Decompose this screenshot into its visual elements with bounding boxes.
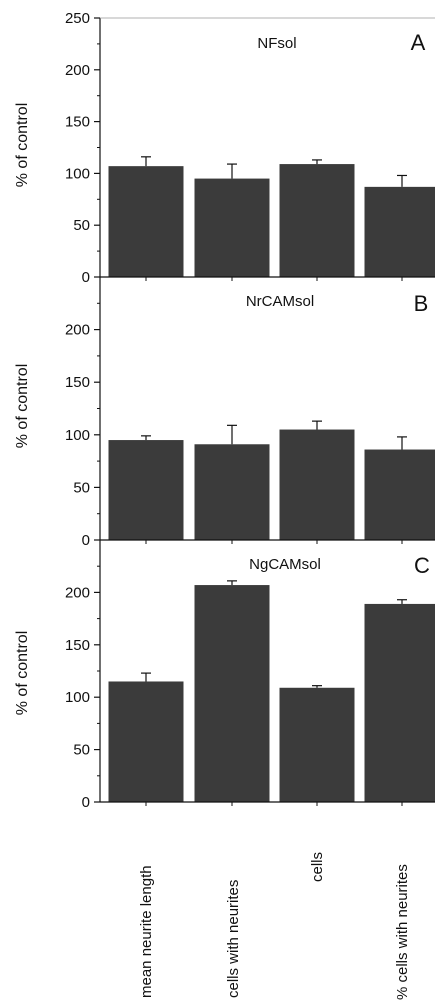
y-tick-label-b: 200 <box>65 322 90 339</box>
bar-b-1 <box>108 440 184 540</box>
y-tick-label-c: 0 <box>82 794 90 811</box>
y-tick-label-c: 50 <box>73 742 90 759</box>
y-tick-label-a: 150 <box>65 114 90 131</box>
category-label: % cells with neurites <box>394 864 411 1000</box>
category-label: cells <box>309 852 326 882</box>
bar-b-2 <box>194 444 270 540</box>
panel-label-b: B <box>414 291 429 316</box>
bar-c-3 <box>279 687 355 802</box>
y-tick-label-b: 100 <box>65 427 90 444</box>
panel-title-a: NFsol <box>257 35 296 52</box>
category-labels: mean neurite length cells with neurites … <box>138 852 411 1000</box>
y-tick-label-a: 200 <box>65 62 90 79</box>
category-label: mean neurite length <box>138 865 155 998</box>
y-tick-label-b: 0 <box>82 532 90 549</box>
y-tick-label-a: 50 <box>73 217 90 234</box>
panel-label-c: C <box>414 553 430 578</box>
y-tick-label-b: 150 <box>65 374 90 391</box>
bar-b-4 <box>364 449 435 540</box>
panel-c: % of control NgCAMsol C 0 50 100 150 200 <box>14 540 435 811</box>
bar-a-1 <box>108 166 184 277</box>
panel-title-b: NrCAMsol <box>246 293 314 310</box>
y-axis-label-b: % of control <box>14 364 31 448</box>
y-tick-label-c: 150 <box>65 637 90 654</box>
y-tick-label-c: 200 <box>65 584 90 601</box>
panel-label-a: A <box>411 30 426 55</box>
bar-c-4 <box>364 603 435 802</box>
panel-b: % of control NrCAMsol B 0 50 100 150 200 <box>14 277 435 549</box>
bar-a-2 <box>194 178 270 277</box>
category-label: cells with neurites <box>225 880 242 998</box>
y-tick-label-c: 100 <box>65 689 90 706</box>
y-axis-label-a: % of control <box>14 103 31 187</box>
panel-a: % of control NFsol A 0 50 100 150 200 250 <box>14 10 435 286</box>
panel-title-c: NgCAMsol <box>249 556 321 573</box>
y-tick-label-a: 0 <box>82 269 90 286</box>
y-axis-label-c: % of control <box>14 631 31 715</box>
y-tick-label-a: 250 <box>65 10 90 27</box>
bar-c-2 <box>194 585 270 802</box>
bar-c-1 <box>108 681 184 802</box>
bar-a-3 <box>279 164 355 277</box>
y-tick-label-a: 100 <box>65 165 90 182</box>
bar-a-4 <box>364 186 435 277</box>
bar-b-3 <box>279 429 355 540</box>
y-tick-label-b: 50 <box>73 479 90 496</box>
